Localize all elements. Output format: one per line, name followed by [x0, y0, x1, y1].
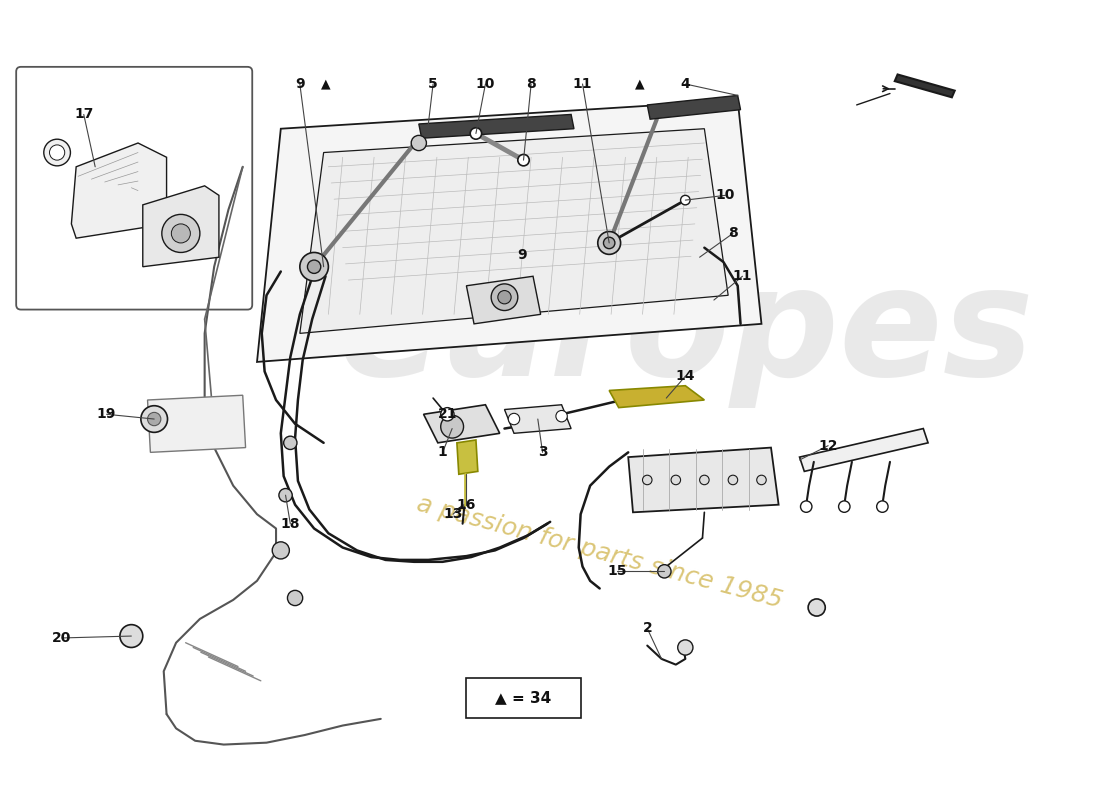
Polygon shape: [72, 143, 166, 238]
Circle shape: [597, 231, 620, 254]
Text: 19: 19: [97, 407, 117, 422]
Circle shape: [300, 253, 329, 281]
Polygon shape: [300, 129, 728, 334]
Text: 12: 12: [818, 438, 838, 453]
Circle shape: [757, 475, 767, 485]
Text: 15: 15: [607, 564, 627, 578]
Circle shape: [147, 412, 161, 426]
Circle shape: [162, 214, 200, 253]
Text: 3: 3: [538, 446, 548, 459]
Circle shape: [50, 145, 65, 160]
Circle shape: [508, 414, 519, 425]
Text: 10: 10: [716, 188, 735, 202]
Circle shape: [284, 436, 297, 450]
Polygon shape: [628, 447, 779, 512]
Circle shape: [411, 135, 427, 150]
Circle shape: [120, 625, 143, 647]
Polygon shape: [609, 386, 704, 408]
Text: ▲: ▲: [635, 78, 645, 90]
Polygon shape: [800, 429, 928, 471]
Text: ▲ = 34: ▲ = 34: [495, 690, 551, 706]
Text: 14: 14: [675, 370, 695, 383]
Circle shape: [518, 154, 529, 166]
Text: 2: 2: [642, 622, 652, 635]
Text: 1: 1: [438, 446, 448, 459]
Polygon shape: [424, 405, 499, 443]
Text: a passion for parts since 1985: a passion for parts since 1985: [414, 492, 785, 613]
Circle shape: [272, 542, 289, 559]
Text: 10: 10: [476, 77, 495, 91]
Circle shape: [877, 501, 888, 512]
Circle shape: [678, 640, 693, 655]
Text: 8: 8: [728, 226, 738, 241]
Text: 11: 11: [573, 77, 592, 91]
Text: 5: 5: [428, 77, 438, 91]
Polygon shape: [147, 395, 245, 452]
Polygon shape: [143, 186, 219, 266]
Polygon shape: [466, 276, 541, 324]
Circle shape: [728, 475, 738, 485]
Circle shape: [658, 565, 671, 578]
Circle shape: [808, 599, 825, 616]
Circle shape: [470, 128, 482, 139]
Circle shape: [838, 501, 850, 512]
Circle shape: [498, 290, 512, 304]
Polygon shape: [456, 440, 477, 474]
Circle shape: [441, 415, 463, 438]
Circle shape: [801, 501, 812, 512]
Circle shape: [441, 408, 454, 421]
Polygon shape: [257, 100, 761, 362]
Polygon shape: [419, 114, 574, 138]
Circle shape: [700, 475, 710, 485]
Text: 20: 20: [52, 631, 72, 645]
Text: 8: 8: [526, 77, 536, 91]
Text: 4: 4: [681, 77, 690, 91]
Text: 21: 21: [438, 407, 458, 422]
Bar: [466, 678, 581, 718]
Circle shape: [287, 590, 303, 606]
Text: 13: 13: [443, 507, 463, 522]
Text: 9: 9: [517, 248, 527, 262]
Text: europes: europes: [337, 259, 1034, 408]
Circle shape: [172, 224, 190, 243]
Circle shape: [671, 475, 681, 485]
FancyBboxPatch shape: [16, 67, 252, 310]
Text: 11: 11: [733, 270, 752, 283]
Polygon shape: [894, 74, 955, 98]
Polygon shape: [647, 95, 740, 119]
Circle shape: [44, 139, 70, 166]
Circle shape: [492, 284, 518, 310]
Circle shape: [681, 195, 690, 205]
Circle shape: [141, 406, 167, 432]
Text: ▲: ▲: [321, 78, 330, 90]
Text: 9: 9: [295, 77, 305, 91]
Circle shape: [556, 410, 568, 422]
Circle shape: [604, 238, 615, 249]
Text: 16: 16: [456, 498, 476, 512]
Circle shape: [642, 475, 652, 485]
Text: 17: 17: [74, 107, 94, 122]
Polygon shape: [505, 405, 571, 434]
Text: 18: 18: [280, 517, 300, 530]
Circle shape: [279, 489, 293, 502]
Circle shape: [307, 260, 321, 274]
